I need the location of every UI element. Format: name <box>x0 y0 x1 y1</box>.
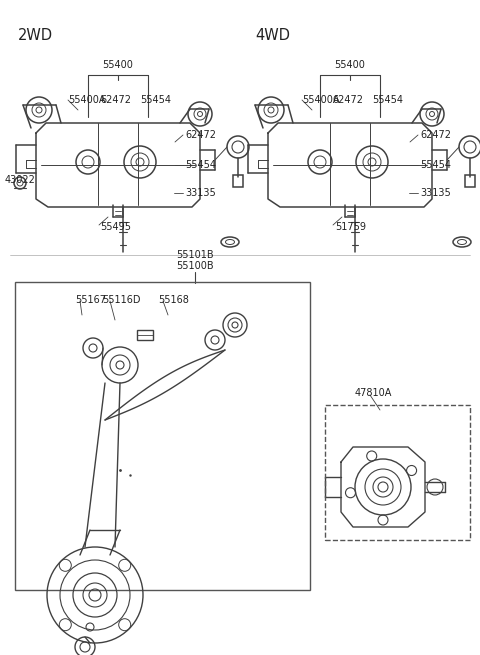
Text: 55167: 55167 <box>75 295 106 305</box>
Bar <box>233 175 243 187</box>
Text: 43022: 43022 <box>5 175 36 185</box>
Text: 2WD: 2WD <box>18 28 53 43</box>
Text: 55400A: 55400A <box>302 95 339 105</box>
Bar <box>137 330 153 340</box>
Text: 33135: 33135 <box>185 188 216 198</box>
Text: 62472: 62472 <box>420 130 451 140</box>
Bar <box>325 405 470 540</box>
Text: 51759: 51759 <box>335 222 366 232</box>
Text: 62472: 62472 <box>100 95 131 105</box>
Text: 55454: 55454 <box>372 95 403 105</box>
Text: 55454: 55454 <box>185 160 216 170</box>
Text: 55454: 55454 <box>140 95 171 105</box>
Text: 55101B: 55101B <box>176 250 214 260</box>
Bar <box>465 175 475 187</box>
Text: 47810A: 47810A <box>355 388 392 398</box>
Text: 62472: 62472 <box>185 130 216 140</box>
Text: 55100B: 55100B <box>176 261 214 271</box>
Text: 4WD: 4WD <box>255 28 290 43</box>
Text: 33135: 33135 <box>420 188 451 198</box>
Text: 62472: 62472 <box>332 95 363 105</box>
Text: 55168: 55168 <box>158 295 189 305</box>
Bar <box>15 282 310 590</box>
Text: 55400: 55400 <box>103 60 133 70</box>
Text: 55400A: 55400A <box>68 95 106 105</box>
Text: 55400: 55400 <box>335 60 365 70</box>
Text: 55495: 55495 <box>100 222 131 232</box>
Text: 55116D: 55116D <box>102 295 141 305</box>
Text: 55454: 55454 <box>420 160 451 170</box>
